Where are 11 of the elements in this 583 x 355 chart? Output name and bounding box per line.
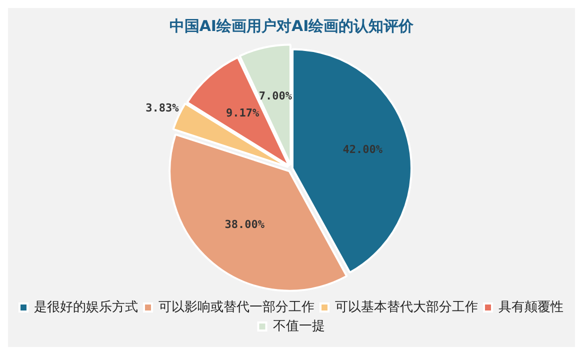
legend-label: 不值一提 [272, 318, 325, 334]
data-label: 3.83% [146, 101, 180, 114]
data-label: 42.00% [342, 143, 383, 156]
legend-label: 可以影响或替代一部分工作 [158, 300, 314, 315]
legend-label: 是很好的娱乐方式 [34, 298, 138, 315]
legend-label: 具有颠覆性 [498, 300, 564, 315]
legend-label: 可以基本替代大部分工作 [335, 300, 478, 315]
chart-title: 中国AI绘画用户对AI绘画的认知评价 [169, 16, 415, 35]
data-label: 38.00% [224, 218, 265, 231]
data-label: 9.17% [226, 106, 260, 120]
data-label: 7.00% [258, 90, 292, 103]
